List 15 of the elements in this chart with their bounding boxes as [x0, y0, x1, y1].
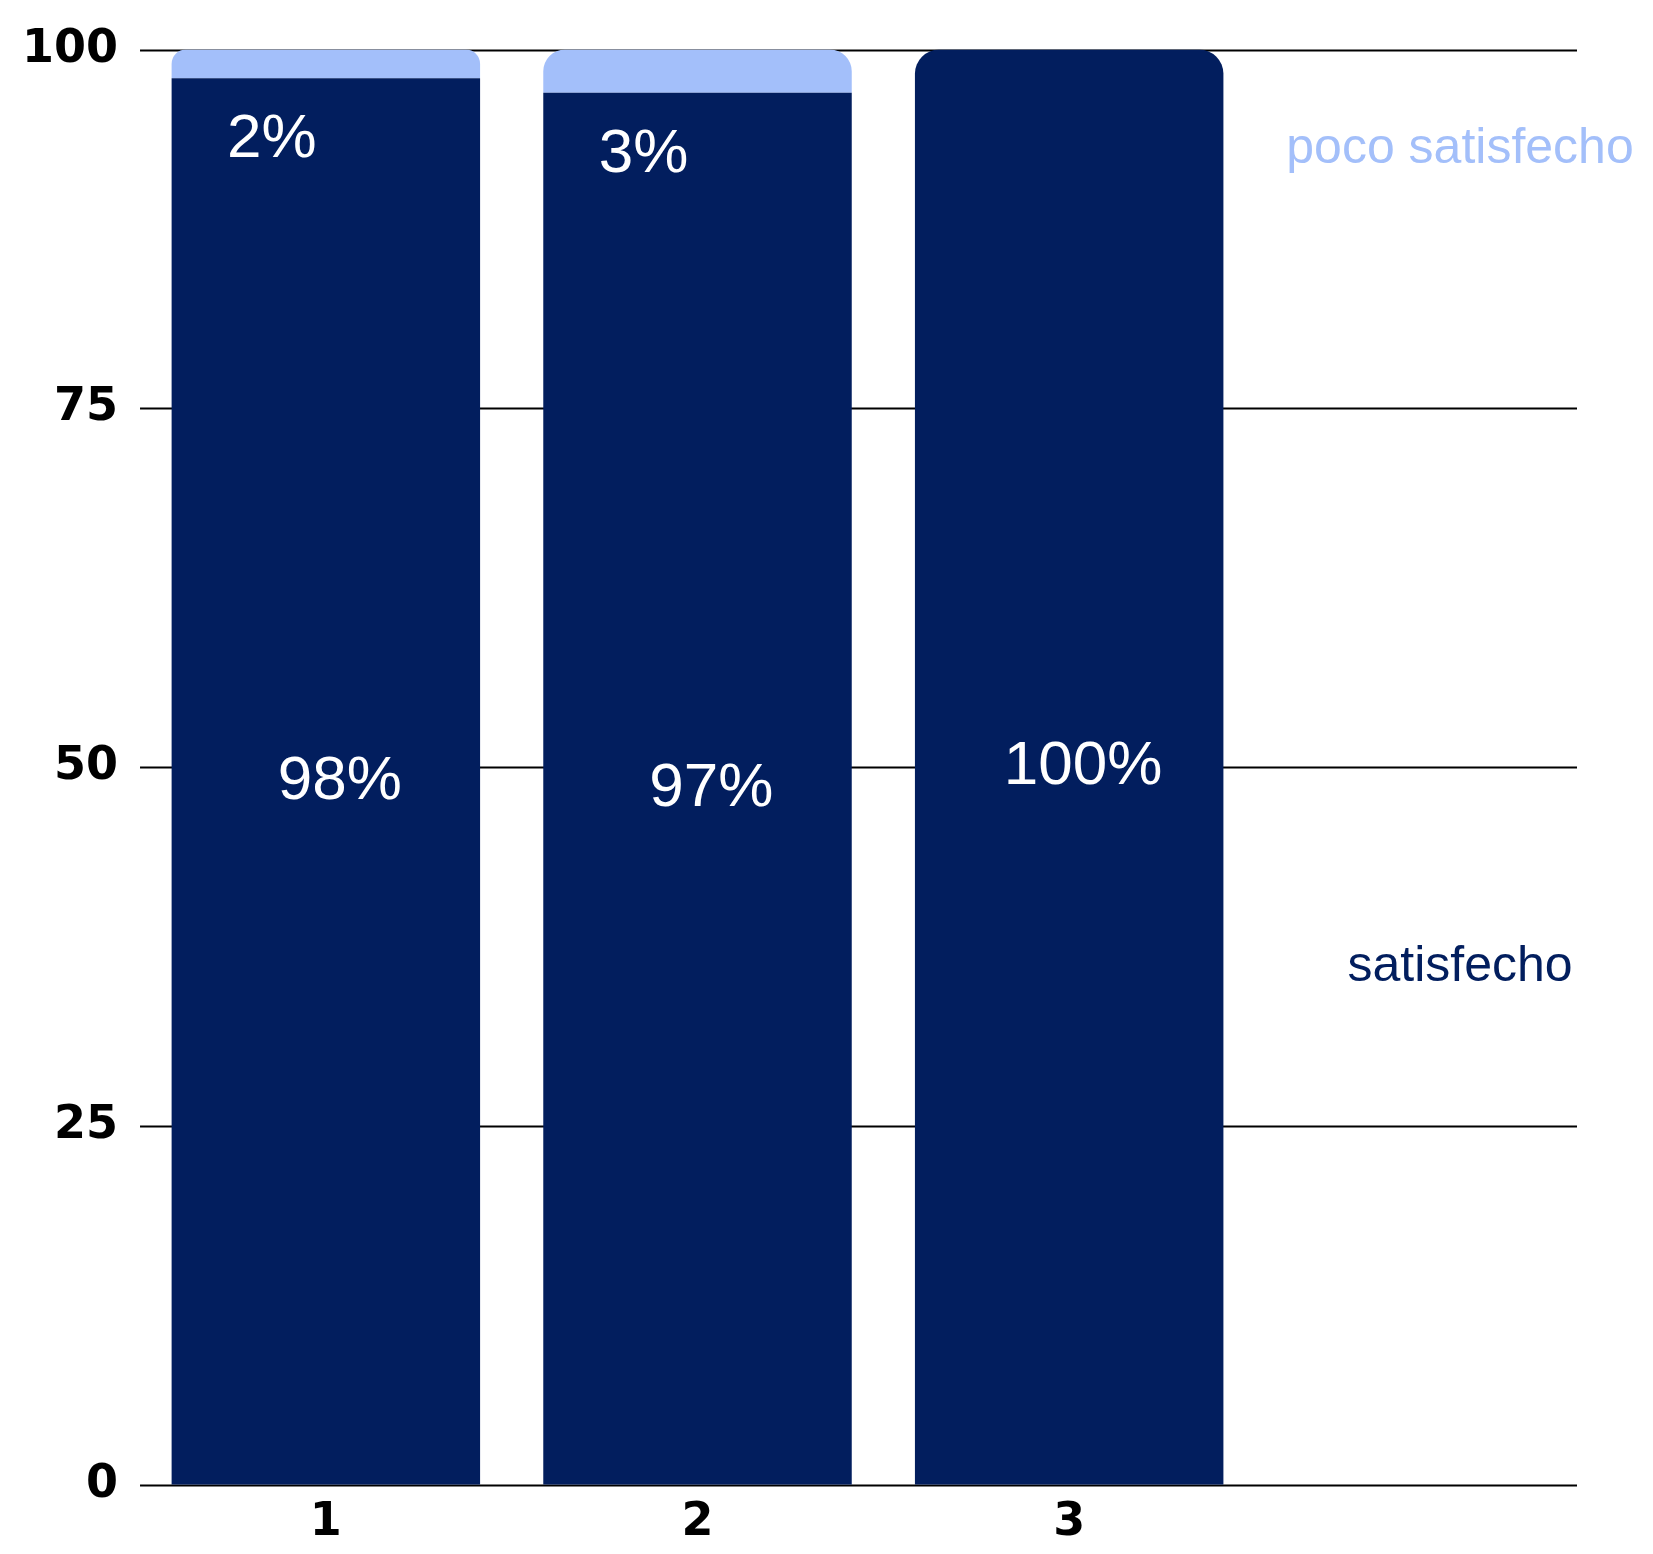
x-tick-label: 2 [681, 1492, 714, 1547]
y-tick-label: 50 [54, 736, 119, 791]
x-tick-label: 1 [309, 1492, 342, 1547]
text: poco satisfecho [1286, 118, 1634, 175]
data-label: 2% [227, 101, 317, 171]
data-label: 3% [598, 115, 689, 185]
text: satisfecho [1347, 935, 1573, 992]
y-tick-label: 75 [54, 377, 119, 432]
y-tick-label: 0 [86, 1453, 119, 1508]
data-label: 100% [1003, 728, 1163, 798]
y-tick-label: 25 [54, 1094, 119, 1149]
data-label: 98% [277, 742, 402, 812]
x-tick-label: 3 [1053, 1492, 1086, 1547]
y-tick-label: 100 [21, 18, 119, 73]
data-label: 97% [649, 749, 774, 819]
